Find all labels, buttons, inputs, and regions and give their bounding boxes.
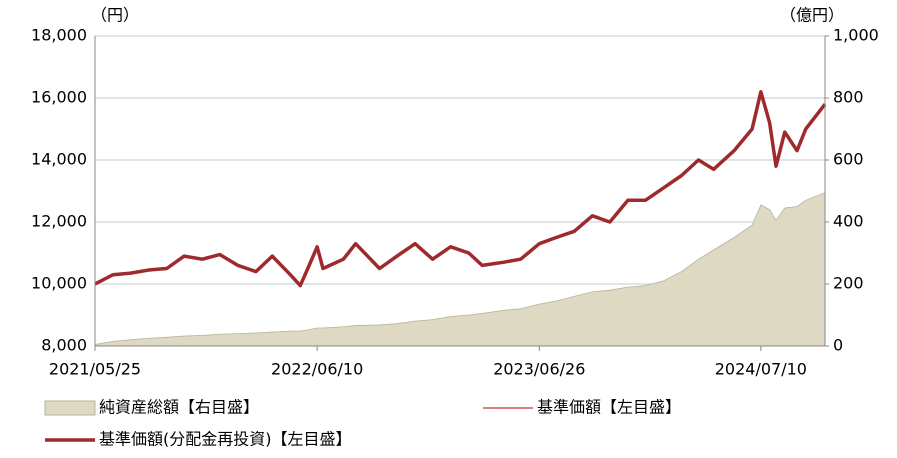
y2-axis-unit: （億円） <box>780 6 844 25</box>
y2-tick-label: 400 <box>833 212 864 231</box>
x-tick-label: 2021/05/25 <box>49 360 141 379</box>
legend-swatch <box>44 400 96 416</box>
y2-tick-label: 0 <box>833 336 843 355</box>
legend-label: 基準価額【左目盛】 <box>537 398 681 417</box>
legend-label: 基準価額(分配金再投資)【左目盛】 <box>99 430 352 449</box>
x-tick-label: 2024/07/10 <box>715 360 807 379</box>
line <box>94 90 827 288</box>
y-tick-label: 14,000 <box>31 150 87 169</box>
y-tick-label: 16,000 <box>31 88 87 107</box>
x-tick-label: 2022/06/10 <box>271 360 363 379</box>
y2-tick-label: 200 <box>833 274 864 293</box>
y2-tick-label: 800 <box>833 88 864 107</box>
y-tick-label: 18,000 <box>31 26 87 45</box>
y-tick-label: 10,000 <box>31 274 87 293</box>
y-axis-unit: （円） <box>91 6 139 25</box>
y2-tick-label: 1,000 <box>833 26 879 45</box>
y2-tick-label: 600 <box>833 150 864 169</box>
area <box>94 191 826 347</box>
y-tick-label: 12,000 <box>31 212 87 231</box>
x-tick-label: 2023/06/26 <box>493 360 585 379</box>
legend-label: 純資産総額【右目盛】 <box>99 398 259 417</box>
y-tick-label: 8,000 <box>41 336 87 355</box>
